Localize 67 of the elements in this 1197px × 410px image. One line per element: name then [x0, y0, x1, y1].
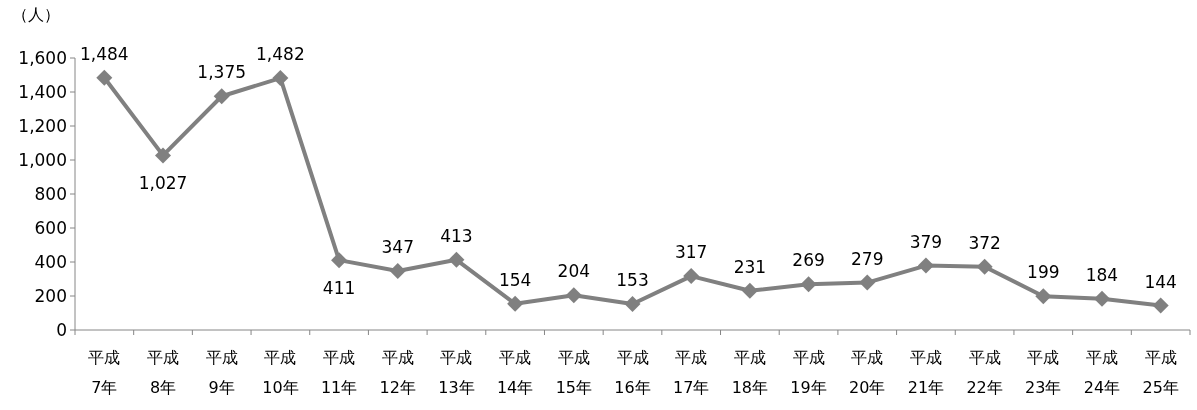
x-tick-label: 平成 20年 — [849, 348, 886, 397]
point — [1152, 297, 1169, 314]
x-tick-label: 平成 25年 — [1142, 348, 1179, 397]
data-label: 379 — [909, 231, 943, 252]
y-tick-label: 400 — [34, 252, 67, 272]
x-tick-label: 平成 23年 — [1025, 348, 1062, 397]
point — [1035, 288, 1052, 305]
point — [96, 69, 113, 86]
data-label: 1,027 — [138, 173, 188, 194]
x-tick-label: 平成 18年 — [731, 348, 769, 397]
data-label: 1,484 — [80, 43, 129, 64]
data-label: 231 — [733, 256, 767, 277]
point — [331, 252, 348, 269]
data-label: 413 — [440, 225, 473, 246]
data-label: 411 — [322, 278, 356, 299]
data-label: 279 — [851, 248, 884, 269]
point — [741, 282, 758, 299]
data-label: 184 — [1085, 264, 1119, 285]
x-tick-label: 平成 17年 — [673, 348, 710, 397]
y-tick-label: 1,600 — [18, 48, 67, 68]
data-label: 144 — [1144, 271, 1177, 292]
point — [917, 257, 934, 274]
point — [272, 70, 289, 87]
data-label: 317 — [674, 242, 708, 263]
point — [624, 295, 641, 312]
data-label: 199 — [1027, 262, 1060, 283]
point — [976, 258, 993, 275]
y-tick-label: 1,200 — [18, 116, 67, 136]
y-tick-label: 1,400 — [18, 82, 67, 102]
data-label: 347 — [381, 237, 414, 258]
x-tick-label: 平成 9年 — [205, 348, 238, 397]
data-label: 153 — [616, 269, 649, 290]
x-tick-label: 平成 21年 — [907, 348, 945, 397]
point — [448, 251, 465, 268]
x-tick-label: 平成 22年 — [966, 348, 1003, 397]
x-tick-label: 平成 24年 — [1083, 348, 1121, 397]
x-tick-label: 平成 19年 — [790, 348, 827, 397]
point — [800, 276, 817, 293]
point — [1093, 290, 1110, 307]
data-label: 1,482 — [256, 44, 305, 65]
y-axis-title: （人） — [12, 5, 60, 24]
y-tick-label: 600 — [34, 218, 67, 238]
point — [507, 295, 524, 312]
data-label: 1,375 — [197, 62, 247, 83]
point — [389, 263, 406, 280]
y-tick-label: 800 — [34, 184, 67, 204]
point — [683, 268, 700, 285]
y-tick-label: 200 — [34, 286, 67, 306]
x-tick-label: 平成 7年 — [88, 348, 121, 397]
point — [213, 88, 230, 105]
point — [155, 147, 172, 164]
y-tick-label: 1,000 — [18, 150, 67, 170]
x-tick-label: 平成 10年 — [262, 348, 299, 397]
y-tick-label: 0 — [56, 320, 67, 340]
data-label: 269 — [792, 250, 825, 271]
x-tick-label: 平成 8年 — [147, 348, 180, 397]
x-tick-label: 平成 12年 — [379, 348, 416, 397]
x-tick-label: 平成 11年 — [320, 348, 358, 397]
x-tick-label: 平成 13年 — [438, 348, 475, 397]
x-tick-label: 平成 14年 — [496, 348, 534, 397]
data-label: 372 — [968, 232, 1001, 253]
x-tick-label: 平成 15年 — [555, 348, 592, 397]
data-label: 204 — [557, 261, 591, 282]
data-label: 154 — [498, 269, 532, 290]
x-tick-label: 平成 16年 — [614, 348, 651, 397]
point — [859, 274, 876, 291]
point — [565, 287, 582, 304]
